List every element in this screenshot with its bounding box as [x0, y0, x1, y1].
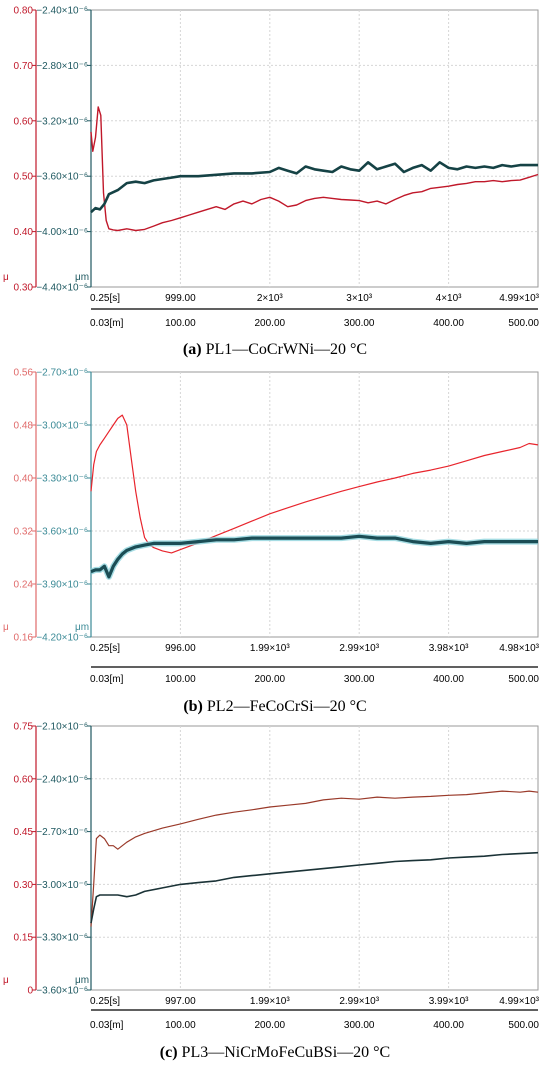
mu-tick-label: 0.75 — [14, 722, 34, 733]
depth-tick-label: −3.90×10⁻⁶ — [36, 580, 88, 591]
distance-tick-label: 200.00 — [255, 318, 286, 329]
distance-tick-label: 300.00 — [344, 1020, 375, 1031]
distance-tick-label: 0.03[m] — [90, 674, 124, 685]
depth-tick-label: −4.20×10⁻⁶ — [36, 633, 88, 644]
time-tick-label: 3×10³ — [346, 293, 373, 304]
mu-tick-label: 0.60 — [14, 774, 34, 785]
mu-tick-label: 0.15 — [14, 933, 34, 944]
mu-unit-label: μ — [3, 622, 9, 633]
mu-unit-label: μ — [3, 975, 9, 986]
mu-tick-label: 0.50 — [14, 172, 34, 183]
plot-area — [90, 9, 539, 288]
mu-tick-label: 0.70 — [14, 61, 34, 72]
distance-tick-label: 400.00 — [433, 1020, 464, 1031]
depth-unit-label: μm — [75, 975, 89, 986]
distance-tick-label: 400.00 — [433, 674, 464, 685]
caption-letter: (b) — [183, 698, 203, 715]
depth-tick-label: −3.60×10⁻⁶ — [36, 527, 88, 538]
time-tick-label: 2.99×10³ — [339, 643, 379, 654]
mu-tick-label: 0.40 — [14, 227, 34, 238]
penetration-depth-line — [90, 534, 538, 579]
depth-tick-label: −2.70×10⁻⁶ — [36, 827, 88, 838]
depth-tick-label: −3.00×10⁻⁶ — [36, 421, 88, 432]
distance-tick-label: 200.00 — [255, 674, 286, 685]
distance-tick-label: 500.00 — [508, 1020, 539, 1031]
mu-unit-label: μ — [3, 272, 9, 283]
depth-tick-label: −3.60×10⁻⁶ — [36, 172, 88, 183]
mu-tick-label: 0 — [27, 986, 33, 997]
penetration-depth-line — [90, 161, 538, 214]
depth-tick-label: −2.40×10⁻⁶ — [36, 6, 88, 17]
time-tick-label: 997.00 — [165, 996, 196, 1007]
time-tick-label: 0.25[s] — [90, 643, 120, 654]
distance-tick-label: 300.00 — [344, 674, 375, 685]
plot-area — [90, 725, 539, 991]
depth-tick-label: −3.30×10⁻⁶ — [36, 933, 88, 944]
friction-coefficient-line — [90, 790, 539, 927]
time-tick-label: 1.99×10³ — [250, 996, 290, 1007]
time-tick-label: 0.25[s] — [90, 996, 120, 1007]
mu-tick-label: 0.30 — [14, 283, 34, 294]
distance-tick-label: 0.03[m] — [90, 1020, 124, 1031]
caption-letter: (c) — [160, 1044, 178, 1061]
distance-tick-label: 100.00 — [165, 318, 196, 329]
caption-text: PL3—NiCrMoFeCuBSi—20 °C — [178, 1044, 391, 1061]
distance-tick-label: 500.00 — [508, 318, 539, 329]
depth-tick-label: −3.30×10⁻⁶ — [36, 474, 88, 485]
time-tick-label: 3.98×10³ — [429, 643, 469, 654]
friction-coefficient-line — [90, 106, 539, 232]
caption-text: PL1—CoCrWNi—20 °C — [202, 341, 368, 358]
distance-tick-label: 100.00 — [165, 674, 196, 685]
time-tick-label: 0.25[s] — [90, 293, 120, 304]
chart-panel-c: 0.75 −2.10×10⁻⁶ 0.60 −2.40×10⁻⁶ 0.45 −2.70×10… — [3, 722, 540, 1062]
caption-letter: (a) — [183, 341, 202, 358]
distance-tick-label: 500.00 — [508, 674, 539, 685]
depth-tick-label: −3.20×10⁻⁶ — [36, 116, 88, 127]
time-tick-label: 2.99×10³ — [339, 996, 379, 1007]
mu-tick-label: 0.16 — [14, 633, 34, 644]
time-tick-label: 4.98×10³ — [499, 643, 539, 654]
mu-tick-label: 0.56 — [14, 368, 34, 379]
depth-tick-label: −2.40×10⁻⁶ — [36, 774, 88, 785]
time-tick-label: 999.00 — [165, 293, 196, 304]
mu-tick-label: 0.30 — [14, 880, 34, 891]
mu-tick-label: 0.24 — [14, 580, 34, 591]
mu-tick-label: 0.48 — [14, 421, 34, 432]
time-tick-label: 996.00 — [165, 643, 196, 654]
distance-tick-label: 200.00 — [255, 1020, 286, 1031]
chart-panel-a: 0.80 −2.40×10⁻⁶ 0.70 −2.80×10⁻⁶ 0.60 −3.20×10… — [3, 6, 540, 359]
mu-tick-label: 0.45 — [14, 827, 34, 838]
time-tick-label: 1.99×10³ — [250, 643, 290, 654]
figure-caption: (b) PL2—FeCoCrSi—20 °C — [183, 698, 366, 715]
mu-tick-label: 0.60 — [14, 116, 34, 127]
caption-text: PL2—FeCoCrSi—20 °C — [203, 698, 367, 715]
mu-tick-label: 0.80 — [14, 6, 34, 17]
plot-area — [90, 371, 539, 638]
mu-tick-label: 0.32 — [14, 527, 34, 538]
distance-tick-label: 0.03[m] — [90, 318, 124, 329]
figure-caption: (c) PL3—NiCrMoFeCuBSi—20 °C — [160, 1044, 390, 1061]
depth-tick-label: −3.60×10⁻⁶ — [36, 986, 88, 997]
distance-tick-label: 400.00 — [433, 318, 464, 329]
time-tick-label: 4×10³ — [436, 293, 463, 304]
distance-tick-label: 300.00 — [344, 318, 375, 329]
depth-tick-label: −4.40×10⁻⁶ — [36, 283, 88, 294]
chart-panel-b: 0.56 −2.70×10⁻⁶ 0.48 −3.00×10⁻⁶ 0.40 −3.30×10… — [3, 368, 540, 716]
time-tick-label: 4.99×10³ — [499, 293, 539, 304]
time-tick-label: 3.99×10³ — [429, 996, 469, 1007]
mu-tick-label: 0.40 — [14, 474, 34, 485]
depth-unit-label: μm — [75, 272, 89, 283]
depth-tick-label: −4.00×10⁻⁶ — [36, 227, 88, 238]
figure-caption: (a) PL1—CoCrWNi—20 °C — [183, 341, 367, 358]
depth-tick-label: −2.80×10⁻⁶ — [36, 61, 88, 72]
depth-tick-label: −3.00×10⁻⁶ — [36, 880, 88, 891]
penetration-depth-line — [90, 851, 539, 924]
distance-tick-label: 100.00 — [165, 1020, 196, 1031]
depth-unit-label: μm — [75, 622, 89, 633]
depth-tick-label: −2.70×10⁻⁶ — [36, 368, 88, 379]
time-tick-label: 4.99×10³ — [499, 996, 539, 1007]
time-tick-label: 2×10³ — [257, 293, 284, 304]
depth-tick-label: −2.10×10⁻⁶ — [36, 722, 88, 733]
